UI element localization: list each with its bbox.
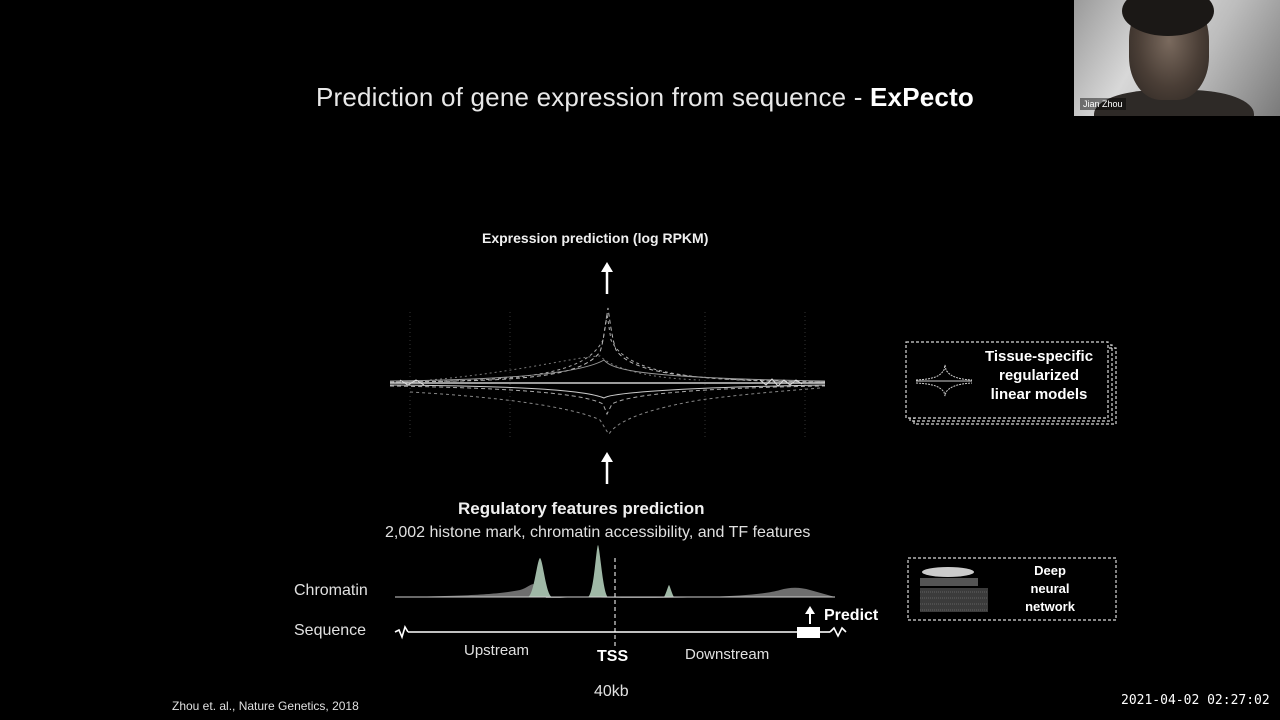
- tissue-line-1: Tissue-specific: [984, 348, 1094, 365]
- sequence-track: [394, 625, 847, 640]
- dnn-line-3: network: [1025, 599, 1075, 614]
- tissue-line-3: linear models: [990, 386, 1088, 403]
- timestamp: 2021-04-02 02:27:02: [1121, 693, 1270, 708]
- chromatin-label: Chromatin: [294, 582, 368, 599]
- sequence-label: Sequence: [294, 622, 367, 639]
- predict-arrow-icon: [805, 606, 815, 624]
- citation: Zhou et. al., Nature Genetics, 2018: [172, 699, 359, 713]
- dnn-network-icon: [920, 567, 988, 612]
- span-label: 40kb: [594, 683, 629, 700]
- tissue-box-frames: [905, 341, 1117, 425]
- up-arrow-top: [601, 262, 613, 294]
- tissue-box-label: Tissue-specific regularized linear model…: [964, 347, 1114, 404]
- dnn-box-label: Deep neural network: [1010, 562, 1090, 616]
- regulatory-features-title: Regulatory features prediction: [458, 499, 705, 518]
- linear-model-curves: [389, 307, 826, 440]
- predict-label: Predict: [824, 607, 879, 624]
- up-arrow-middle: [601, 452, 613, 484]
- tissue-line-2: regularized: [998, 367, 1080, 384]
- regulatory-features-subtitle: 2,002 histone mark, chromatin accessibil…: [385, 524, 811, 541]
- participant-name: Jian Zhou: [1080, 98, 1126, 110]
- dnn-line-2: neural: [1030, 581, 1070, 596]
- gene-exon-box: [797, 627, 820, 638]
- expression-prediction-label: Expression prediction (log RPKM): [482, 230, 709, 246]
- chromatin-track: [395, 545, 835, 598]
- slide-title: Prediction of gene expression from seque…: [0, 82, 1280, 113]
- tissue-box-mini-plot: [915, 364, 973, 397]
- tss-label: TSS: [597, 648, 629, 665]
- participant-video[interactable]: Jian Zhou: [1074, 0, 1280, 116]
- title-plain: Prediction of gene expression from seque…: [315, 82, 871, 112]
- title-bold: ExPecto: [870, 82, 975, 112]
- dnn-line-1: Deep: [1034, 563, 1066, 578]
- downstream-label: Downstream: [685, 646, 770, 663]
- upstream-label: Upstream: [464, 642, 530, 659]
